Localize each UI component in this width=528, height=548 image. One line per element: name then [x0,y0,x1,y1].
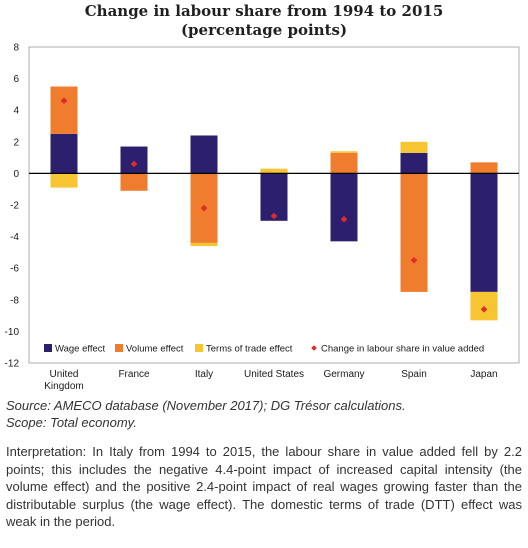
y-tick-label: -2 [10,201,19,212]
bar-volume-effect [400,173,428,292]
y-tick-label: 8 [13,43,19,54]
legend-label: Change in labour share in value added [321,344,484,355]
y-tick-label: -6 [10,264,19,275]
bar-terms-of-trade-effect [330,151,358,153]
y-tick-label: -12 [5,359,20,370]
bar-wage-effect [50,133,78,174]
bar-wage-effect [190,135,218,174]
source-line: Source: AMECO database (November 2017); … [6,398,406,413]
bar-volume-effect [50,86,78,134]
legend-label: Volume effect [126,344,184,355]
chart-subtitle: (percentage points) [180,21,348,39]
legend-label: Wage effect [55,344,106,355]
bar-volume-effect [470,162,498,174]
legend-swatch [195,344,203,352]
marker-labour-share-change [130,160,138,168]
bar-terms-of-trade-effect [400,141,428,153]
y-tick-label: -10 [5,327,20,338]
y-tick-label: 6 [13,74,19,85]
bar-terms-of-trade-effect [260,168,288,174]
x-category-label: Kingdom [44,381,83,392]
plot-frame [28,46,520,364]
chart-title-line: Change in labour share from 1994 to 2015 [84,2,444,20]
marker-labour-share-change [200,204,208,212]
x-category-label: Spain [401,369,427,380]
bar-volume-effect [120,173,148,191]
marker-labour-share-change [480,305,488,313]
x-category-label: Japan [470,369,497,380]
legend-label: Terms of trade effect [206,344,293,355]
y-tick-label: -8 [10,295,19,306]
bar-terms-of-trade-effect [50,173,78,188]
marker-labour-share-change [270,212,278,220]
x-category-label: United [50,369,79,380]
marker-labour-share-change [340,215,348,223]
marker-labour-share-change [410,257,418,264]
bar-wage-effect [470,173,498,292]
legend-swatch [115,344,123,352]
scope-line: Scope: Total economy. [6,415,137,430]
chart-title: Change in labour share from 1994 to 2015… [0,2,528,40]
marker-labour-share-change [60,97,68,105]
bar-terms-of-trade-effect [190,242,218,247]
bar-wage-effect [120,146,148,174]
legend-marker-swatch [311,345,317,351]
x-category-label: Italy [195,369,213,380]
x-category-label: France [118,369,150,380]
bar-wage-effect [400,152,428,174]
bar-volume-effect [330,152,358,174]
x-category-label: Germany [323,369,364,380]
source-note: Source: AMECO database (November 2017); … [6,397,522,431]
x-category-label: United States [244,369,304,380]
y-tick-label: 0 [13,169,19,180]
y-tick-label: 2 [13,137,19,148]
interpretation-paragraph: Interpretation: In Italy from 1994 to 20… [6,444,522,529]
y-tick-label: -4 [10,232,19,243]
bar-wage-effect [330,173,358,242]
legend-swatch [44,344,52,352]
y-tick-label: 4 [13,106,19,117]
